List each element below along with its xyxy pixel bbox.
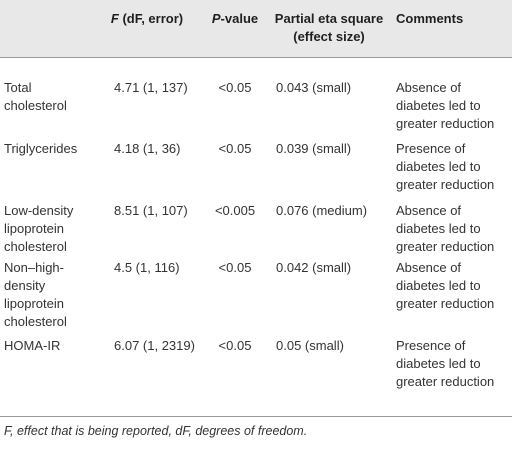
header-p-value: P-value [200, 0, 270, 58]
cell-f-statistic: 8.51 (1, 107) [114, 203, 188, 218]
cell-p-value: <0.05 [218, 79, 252, 95]
header-p-symbol: P [211, 11, 221, 26]
header-f-symbol: F [110, 11, 119, 26]
cell-p-value: <0.05 [218, 260, 252, 275]
cell-variable: HOMA-IR [0, 333, 94, 417]
cell-f-statistic: 4.18 (1, 36) [114, 141, 181, 156]
cell-comment: Absence of diabetes led to greater reduc… [396, 203, 495, 254]
cell-effect-size: 0.042 (small) [276, 260, 352, 275]
table-row: Non–high-density lipoprotein cholesterol… [0, 256, 512, 333]
table-header: F (dF, error) P-value Partial eta square… [0, 0, 512, 58]
table-row: Triglycerides 4.18 (1, 36) <0.05 0.039 (… [0, 137, 512, 196]
table-row: HOMA-IR 6.07 (1, 2319) <0.05 0.05 (small… [0, 333, 512, 417]
table-row: Low-density lipoprotein cholesterol 8.51… [0, 196, 512, 256]
cell-effect-size: 0.043 (small) [276, 79, 352, 95]
header-comments: Comments [388, 0, 512, 58]
header-variable [0, 0, 94, 58]
cell-comment: Absence of diabetes led to greater reduc… [396, 260, 495, 311]
cell-variable: Low-density lipoprotein cholesterol [4, 203, 74, 254]
header-f-label: (dF, error) [118, 11, 184, 26]
cell-comment: Presence of diabetes led to greater redu… [388, 333, 512, 417]
cell-effect-size: 0.076 (medium) [276, 203, 368, 218]
cell-variable: Non–high-density lipoprotein cholesterol [4, 260, 67, 329]
cell-variable: Triglycerides [4, 141, 78, 156]
cell-p-value: <0.05 [218, 141, 252, 156]
table-body: Total cholesterol 4.71 (1, 137) <0.05 0.… [0, 57, 512, 417]
cell-comment: Presence of diabetes led to greater redu… [396, 141, 495, 192]
cell-f-statistic: 4.5 (1, 116) [114, 260, 180, 275]
cell-p-value: <0.05 [200, 333, 270, 417]
cell-effect-size: 0.039 (small) [276, 141, 352, 156]
header-p-label: -value [220, 11, 259, 26]
cell-p-value: <0.005 [214, 203, 256, 218]
header-row: F (dF, error) P-value Partial eta square… [0, 0, 512, 58]
table-row: Total cholesterol 4.71 (1, 137) <0.05 0.… [0, 57, 512, 137]
table-footnote: F, effect that is being reported, dF, de… [4, 424, 308, 438]
cell-comment: Absence of diabetes led to greater reduc… [396, 79, 495, 131]
header-effect-size: Partial eta square (effect size) [270, 0, 388, 58]
results-table: F (dF, error) P-value Partial eta square… [0, 0, 512, 417]
cell-f-statistic: 6.07 (1, 2319) [94, 333, 200, 417]
cell-f-statistic: 4.71 (1, 137) [114, 79, 188, 95]
header-f-statistic: F (dF, error) [94, 0, 200, 58]
cell-effect-size: 0.05 (small) [270, 333, 388, 417]
cell-variable: Total cholesterol [4, 79, 67, 113]
